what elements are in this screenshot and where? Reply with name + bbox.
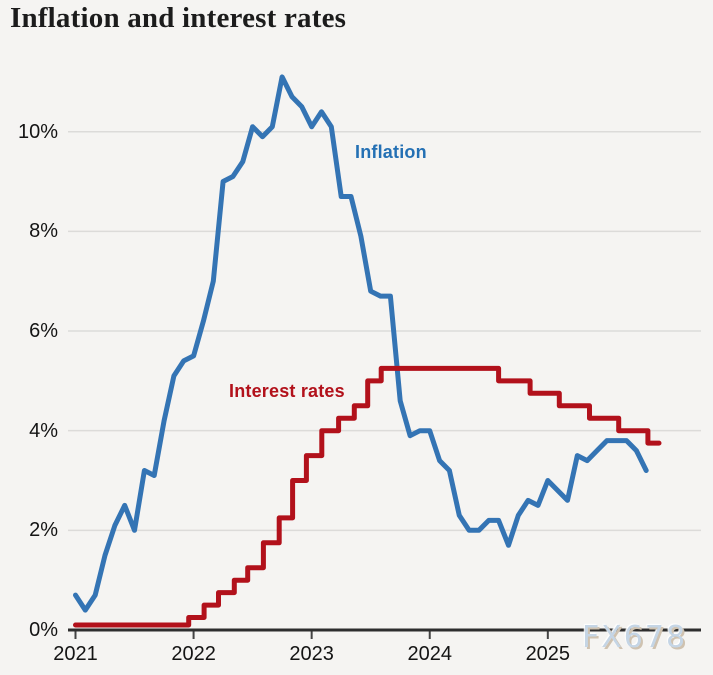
inflation-line: [73, 74, 649, 613]
chart-title: Inflation and interest rates: [10, 2, 347, 34]
x-axis-tick-label: 2024: [407, 643, 452, 665]
x-axis-tick-label: 2025: [525, 643, 571, 665]
interest-rates-series-label: Interest rates: [229, 381, 345, 401]
inflation-series-label: Inflation: [355, 142, 427, 162]
y-axis-tick-label: 6%: [29, 320, 58, 343]
y-axis-tick-label: 4%: [29, 419, 58, 442]
watermark: FX678: [582, 620, 688, 655]
y-axis-tick-label: 0%: [29, 619, 58, 641]
x-axis-tick-label: 2022: [171, 643, 216, 665]
x-axis-tick-label: 2023: [289, 643, 334, 665]
interest-rates-line: [73, 365, 662, 628]
x-axis-tick-label: 2021: [53, 643, 98, 665]
y-axis-tick-label: 8%: [29, 220, 58, 243]
y-axis-tick-label: 10%: [17, 120, 58, 143]
y-axis-tick-label: 2%: [29, 519, 58, 542]
